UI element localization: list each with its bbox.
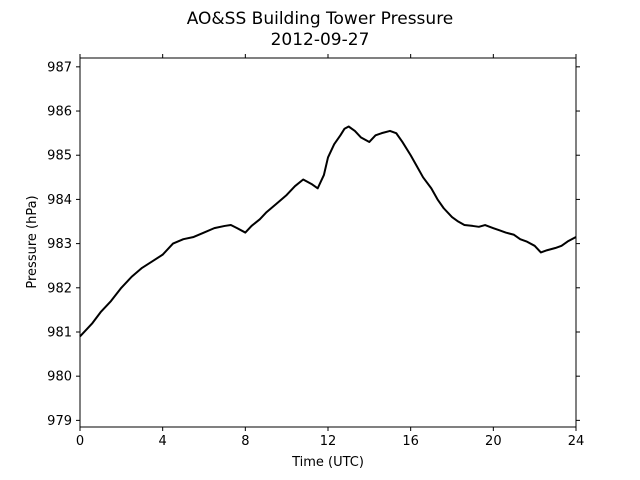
y-tick-label: 983 — [47, 237, 72, 252]
x-axis-label: Time (UTC) — [291, 455, 364, 470]
y-axis-label: Pressure (hPa) — [25, 195, 40, 288]
y-tick-label: 980 — [47, 370, 72, 385]
y-tick-label: 986 — [47, 105, 72, 120]
y-tick-label: 984 — [47, 193, 72, 208]
y-tick-label: 985 — [47, 149, 72, 164]
x-axis-ticks: 0 4 8 12 16 20 24 — [76, 54, 584, 449]
plot-frame — [79, 57, 577, 428]
y-tick-label: 981 — [47, 325, 72, 340]
y-tick-label: 982 — [47, 281, 72, 296]
chart-title: AO&SS Building Tower Pressure — [187, 9, 454, 29]
y-tick-label: 987 — [47, 60, 72, 75]
x-tick-label: 20 — [485, 434, 502, 449]
plot-area — [79, 125, 577, 338]
x-tick-label: 24 — [568, 434, 585, 449]
chart-subtitle: 2012-09-27 — [271, 30, 370, 50]
x-tick-label: 16 — [402, 434, 419, 449]
x-tick-label: 4 — [159, 434, 167, 449]
pressure-series-line — [79, 125, 577, 338]
y-tick-label: 979 — [47, 414, 72, 429]
x-tick-label: 12 — [320, 434, 337, 449]
x-tick-label: 0 — [76, 434, 84, 449]
x-tick-label: 8 — [241, 434, 249, 449]
y-axis-ticks: 979 980 981 982 983 984 985 986 987 — [47, 60, 580, 429]
